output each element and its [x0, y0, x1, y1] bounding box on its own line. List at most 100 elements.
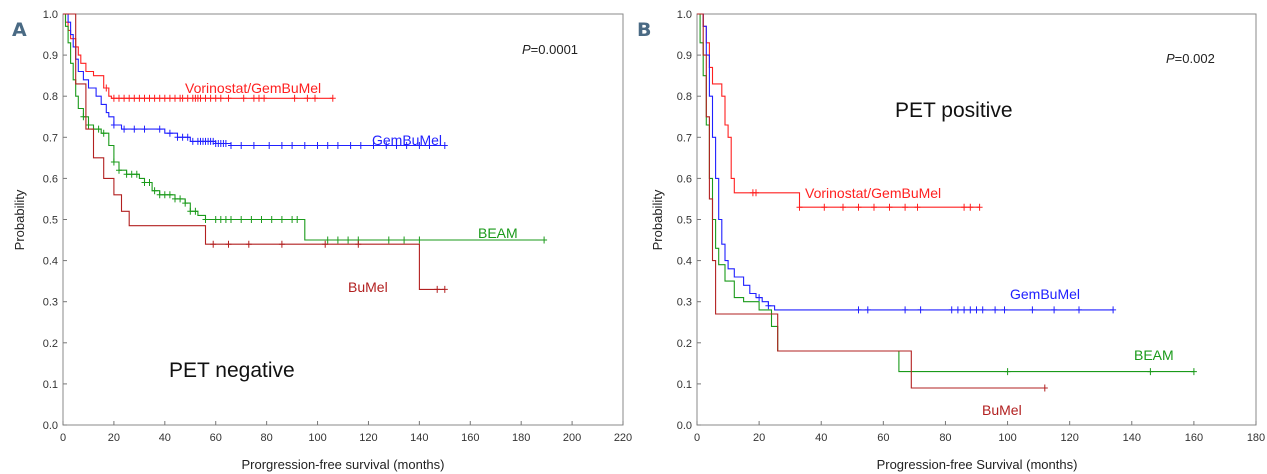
- censor-mark-a-beam: [187, 207, 194, 215]
- x-tick-label-a-180: 180: [512, 432, 530, 444]
- censor-mark-a-gembumel: [166, 129, 173, 137]
- censor-mark-b-gembumel: [917, 306, 924, 314]
- y-tick-label-b-0.4: 0.4: [677, 256, 692, 268]
- x-tick-label-a-120: 120: [359, 432, 377, 444]
- series-label-a-gembumel: GemBuMel: [372, 132, 442, 148]
- censor-mark-a-beam: [146, 179, 153, 186]
- censor-mark-a-gembumel: [416, 142, 423, 149]
- censor-mark-a-beam: [166, 191, 173, 199]
- censor-mark-a-vorinostat-gembumel: [161, 94, 168, 102]
- censor-mark-a-gembumel: [222, 140, 229, 147]
- y-tick-label-b-0.6: 0.6: [677, 173, 692, 185]
- censor-mark-a-beam: [345, 236, 352, 244]
- censor-mark-a-gembumel: [347, 142, 354, 149]
- censor-mark-a-beam: [212, 216, 219, 223]
- censor-mark-a-vorinostat-gembumel: [329, 94, 336, 102]
- censor-mark-a-bumel: [245, 240, 252, 248]
- censor-mark-a-gembumel: [357, 142, 364, 149]
- censor-mark-a-vorinostat-gembumel: [179, 94, 186, 102]
- panel-a: A 0 20 40 60 80 100 120 140 160 180 200 220 0.0 0.1 0.…: [12, 9, 632, 472]
- censor-mark-a-beam: [133, 170, 140, 178]
- censor-mark-a-gembumel: [301, 142, 308, 149]
- y-tick-label-a-0.9: 0.9: [43, 50, 58, 62]
- y-tick-label-b-0.9: 0.9: [677, 50, 692, 62]
- censor-mark-a-bumel: [210, 240, 217, 248]
- curves-b: [697, 13, 1197, 392]
- censor-mark-a-beam: [228, 216, 234, 223]
- censor-mark-a-beam: [172, 195, 178, 203]
- censor-mark-b-gembumel: [765, 302, 772, 310]
- censor-mark-b-gembumel: [979, 306, 986, 314]
- censor-mark-b-vorinostat-gembumel: [961, 203, 968, 211]
- censor-mark-a-beam: [95, 125, 102, 133]
- y-tick-label-b-0.1: 0.1: [677, 379, 692, 391]
- y-tick-label-a-0.1: 0.1: [43, 379, 58, 391]
- y-tick-label-b-0.5: 0.5: [677, 215, 692, 227]
- y-tick-label-b-0.0: 0.0: [677, 420, 692, 432]
- censor-mark-a-vorinostat-gembumel: [121, 94, 128, 102]
- y-tick-label-a-0.2: 0.2: [43, 338, 58, 350]
- censor-mark-a-vorinostat-gembumel: [256, 94, 262, 102]
- p-value-b: P=0.002: [1166, 51, 1215, 66]
- censor-mark-a-vorinostat-gembumel: [126, 94, 133, 102]
- censor-mark-b-gembumel: [902, 306, 909, 314]
- censor-mark-a-bumel: [434, 285, 441, 293]
- censor-mark-a-gembumel: [184, 133, 191, 141]
- y-tick-label-a-0.4: 0.4: [43, 256, 58, 268]
- censor-mark-a-beam: [123, 170, 130, 178]
- censor-mark-b-vorinostat-gembumel: [886, 203, 893, 211]
- censor-mark-a-beam: [100, 129, 107, 137]
- censor-mark-a-gembumel: [179, 133, 186, 141]
- series-label-a-bumel: BuMel: [348, 279, 388, 295]
- censor-mark-b-vorinostat-gembumel: [840, 203, 846, 211]
- km-curve-b-gembumel: [697, 13, 1114, 311]
- km-curve-a-bumel: [63, 13, 445, 290]
- y-tick-label-b-1.0: 1.0: [677, 9, 692, 21]
- censor-mark-a-beam: [385, 236, 392, 244]
- censor-mark-a-vorinostat-gembumel: [156, 94, 163, 102]
- censor-mark-a-gembumel: [383, 142, 390, 149]
- y-tick-label-b-0.2: 0.2: [677, 338, 692, 350]
- km-curve-a-gembumel: [63, 13, 445, 147]
- censor-mark-a-gembumel: [403, 142, 410, 149]
- censor-mark-a-beam: [151, 187, 158, 195]
- y-tick-label-a-0.3: 0.3: [43, 297, 58, 309]
- censor-mark-a-bumel: [355, 240, 362, 248]
- censor-mark-a-gembumel: [131, 125, 138, 133]
- censor-mark-a-beam: [202, 216, 209, 223]
- censor-mark-b-gembumel: [954, 306, 961, 314]
- axis-ticks-a: 0 20 40 60 80 100 120 140 160 180 200 220 0.0 0.1 0.2 0…: [43, 9, 632, 444]
- plot-frame-b: [696, 13, 1257, 426]
- censor-mark-a-vorinostat-gembumel: [217, 94, 224, 102]
- censor-mark-a-gembumel: [278, 142, 285, 149]
- censor-mark-a-gembumel: [156, 125, 163, 133]
- censor-mark-b-gembumel: [864, 306, 871, 314]
- x-tick-label-b-20: 20: [753, 432, 765, 444]
- y-tick-label-a-0.0: 0.0: [43, 420, 58, 432]
- censor-mark-a-gembumel: [121, 125, 128, 133]
- curves-a: [63, 13, 548, 293]
- censor-mark-a-gembumel: [334, 142, 341, 149]
- censor-mark-a-gembumel: [250, 142, 257, 149]
- axis-ticks-b: 0 20 40 60 80 100 120 140 160 180 0.0 0.1 0.2 0.3 0.4 0…: [677, 9, 1265, 444]
- km-curve-b-bumel: [697, 13, 1045, 389]
- y-tick-label-b-0.3: 0.3: [677, 297, 692, 309]
- censor-mark-b-gembumel: [1029, 306, 1036, 314]
- x-tick-label-a-160: 160: [461, 432, 479, 444]
- censor-mark-a-vorinostat-gembumel: [207, 94, 214, 102]
- censor-mark-b-vorinostat-gembumel: [753, 189, 759, 197]
- censor-mark-a-gembumel: [238, 142, 245, 149]
- censor-mark-b-gembumel: [855, 306, 862, 314]
- y-tick-label-b-0.8: 0.8: [677, 91, 692, 103]
- panel-b: B 0 20 40 60 80 100 120 140 160 180 0.0 0.1 0.2 0.3 0.…: [637, 9, 1265, 472]
- censor-mark-a-gembumel: [141, 125, 148, 133]
- p-value-a-prefix: P: [522, 42, 531, 57]
- censor-mark-b-gembumel: [973, 306, 980, 314]
- x-tick-label-b-180: 180: [1247, 432, 1265, 444]
- censor-mark-a-vorinostat-gembumel: [250, 94, 257, 102]
- censor-mark-a-gembumel: [324, 142, 331, 149]
- censor-mark-a-beam: [294, 216, 301, 223]
- panel-letter-b: B: [637, 19, 651, 41]
- censor-mark-a-beam: [192, 207, 199, 215]
- p-value-b-text: =0.002: [1175, 51, 1215, 66]
